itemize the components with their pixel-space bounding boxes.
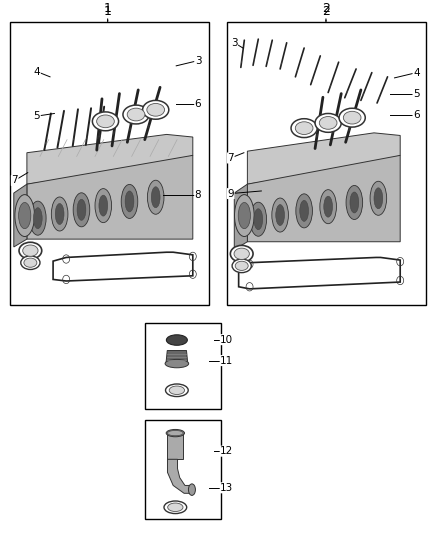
Text: 5: 5	[34, 111, 40, 121]
Text: 1: 1	[104, 2, 112, 15]
Ellipse shape	[21, 256, 40, 270]
Ellipse shape	[234, 195, 254, 237]
Ellipse shape	[234, 248, 249, 260]
Ellipse shape	[291, 119, 317, 138]
Text: 7: 7	[11, 175, 18, 185]
Ellipse shape	[24, 258, 37, 267]
Polygon shape	[247, 133, 400, 184]
Text: 3: 3	[195, 55, 201, 66]
Text: 12: 12	[220, 446, 233, 456]
Ellipse shape	[99, 195, 108, 216]
Text: 11: 11	[220, 356, 233, 366]
Bar	[227, 22, 426, 304]
Polygon shape	[247, 155, 400, 242]
Ellipse shape	[95, 189, 112, 223]
Ellipse shape	[350, 192, 359, 213]
Ellipse shape	[55, 204, 64, 224]
Polygon shape	[167, 433, 183, 459]
Polygon shape	[14, 184, 27, 247]
Ellipse shape	[33, 208, 42, 229]
Ellipse shape	[147, 103, 165, 116]
Text: 3: 3	[231, 38, 237, 48]
Polygon shape	[167, 459, 192, 494]
Ellipse shape	[295, 122, 313, 134]
Ellipse shape	[346, 185, 363, 220]
Ellipse shape	[73, 193, 90, 227]
Ellipse shape	[374, 188, 383, 209]
Bar	[145, 323, 221, 409]
Ellipse shape	[127, 108, 145, 121]
Text: 8: 8	[195, 190, 201, 200]
Text: 2: 2	[322, 5, 330, 18]
Ellipse shape	[276, 205, 285, 225]
Ellipse shape	[125, 191, 134, 212]
Ellipse shape	[339, 108, 365, 127]
Ellipse shape	[19, 243, 42, 259]
Ellipse shape	[300, 200, 308, 221]
Ellipse shape	[166, 384, 188, 397]
Text: 13: 13	[220, 483, 233, 493]
Text: 1: 1	[104, 5, 112, 18]
Ellipse shape	[250, 202, 267, 236]
Bar	[145, 420, 221, 519]
Ellipse shape	[169, 386, 184, 394]
Ellipse shape	[51, 197, 68, 231]
Ellipse shape	[296, 194, 312, 228]
Ellipse shape	[235, 261, 248, 270]
Ellipse shape	[320, 190, 336, 224]
Ellipse shape	[324, 196, 332, 217]
Ellipse shape	[123, 105, 149, 124]
Ellipse shape	[165, 359, 189, 368]
Bar	[11, 22, 209, 304]
Ellipse shape	[167, 431, 183, 435]
Polygon shape	[234, 184, 247, 249]
Polygon shape	[166, 351, 188, 364]
Ellipse shape	[15, 195, 35, 237]
Ellipse shape	[232, 259, 251, 273]
Ellipse shape	[343, 111, 361, 124]
Ellipse shape	[23, 245, 38, 256]
Ellipse shape	[188, 484, 195, 495]
Ellipse shape	[148, 180, 164, 214]
Ellipse shape	[238, 203, 251, 229]
Ellipse shape	[370, 181, 387, 215]
Text: 4: 4	[34, 67, 40, 77]
Ellipse shape	[166, 335, 187, 345]
Ellipse shape	[29, 201, 46, 235]
Ellipse shape	[166, 430, 184, 437]
Ellipse shape	[97, 115, 114, 128]
Ellipse shape	[272, 198, 288, 232]
Text: 2: 2	[322, 2, 330, 15]
Ellipse shape	[18, 203, 31, 229]
Polygon shape	[27, 134, 193, 184]
Text: 9: 9	[227, 189, 234, 199]
Ellipse shape	[77, 199, 86, 220]
Text: 6: 6	[195, 99, 201, 109]
Text: 5: 5	[413, 88, 420, 99]
Ellipse shape	[151, 187, 160, 208]
Ellipse shape	[230, 245, 253, 262]
Text: 7: 7	[227, 153, 234, 163]
Ellipse shape	[319, 117, 337, 130]
Polygon shape	[27, 155, 193, 239]
Ellipse shape	[92, 112, 119, 131]
Text: 4: 4	[413, 68, 420, 78]
Text: 6: 6	[413, 109, 420, 119]
Text: 10: 10	[220, 335, 233, 345]
Ellipse shape	[168, 503, 183, 512]
Ellipse shape	[143, 100, 169, 119]
Ellipse shape	[121, 184, 138, 219]
Ellipse shape	[315, 114, 341, 132]
Ellipse shape	[164, 501, 187, 514]
Ellipse shape	[254, 209, 263, 230]
